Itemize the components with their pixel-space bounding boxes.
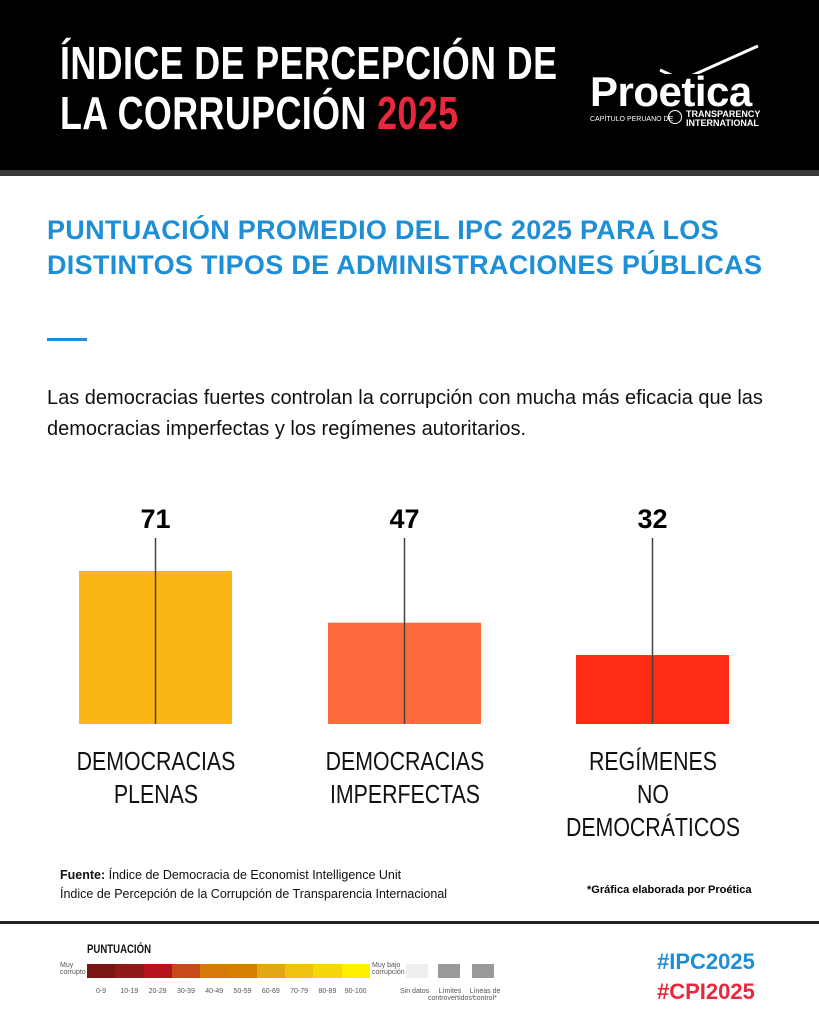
- header-stripe: [0, 170, 819, 176]
- scale-swatch: [313, 964, 342, 978]
- logo-subtitle: CAPÍTULO PERUANO DE: [590, 116, 674, 123]
- category-label-line: DEMOCRACIAS: [76, 746, 235, 776]
- logo-partner: TRANSPARENCY INTERNATIONAL: [686, 109, 761, 128]
- category-label: REGÍMENES NO DEMOCRÁTICOS: [562, 745, 742, 844]
- source: Fuente: Índice de Democracia de Economis…: [60, 866, 447, 904]
- divider: [47, 338, 87, 341]
- bar-value-label: 71: [140, 504, 170, 534]
- title-line-1: ÍNDICE DE PERCEPCIÓN DE: [60, 37, 558, 89]
- scale-swatch: [87, 964, 116, 978]
- scale-swatch: [200, 964, 229, 978]
- source-label: Fuente:: [60, 868, 106, 882]
- source-line-2: Índice de Percepción de la Corrupción de…: [60, 887, 448, 901]
- legend-no-data: Sin datos: [400, 988, 430, 995]
- globe-icon: [668, 110, 682, 124]
- legend-title: PUNTUACIÓN: [87, 942, 151, 956]
- legend-disputed: Límites controvertidos*: [428, 988, 475, 1002]
- category-label: DEMOCRACIAS PLENAS: [65, 745, 245, 811]
- scale-swatch: [171, 964, 201, 978]
- logo-name: Proetica: [590, 68, 752, 115]
- hashtag-ipc[interactable]: #IPC2025: [657, 949, 755, 974]
- scale-range-label: 30-39: [176, 988, 195, 995]
- scale-range-label: 0-9: [95, 988, 107, 995]
- scale-range-label: 90-100: [344, 988, 367, 995]
- bar-value-label: 32: [637, 504, 667, 534]
- category-label-line: PLENAS: [113, 779, 198, 809]
- source-line-1: Índice de Democracia de Economist Intell…: [108, 868, 402, 882]
- scale-range-label: 60-69: [261, 988, 280, 995]
- scale-range-label: 10-19: [120, 988, 139, 995]
- scale-range-label: 80-89: [318, 988, 337, 995]
- category-label-line: IMPERFECTAS: [329, 779, 480, 809]
- category-label: DEMOCRACIAS IMPERFECTAS: [314, 745, 494, 811]
- scale-range-label: 50-59: [233, 988, 252, 995]
- title-year: 2025: [377, 87, 459, 139]
- proetica-logo: Proetica CAPÍTULO PERUANO DE TRANSPARENC…: [590, 44, 770, 134]
- bar-chart: 71 47 32: [79, 504, 729, 724]
- category-label-line: REGÍMENES: [588, 746, 717, 776]
- page-title: ÍNDICE DE PERCEPCIÓN DE LA CORRUPCIÓN 20…: [60, 38, 557, 138]
- legend-control-lines: Líneas de control*: [469, 988, 501, 1002]
- legend-low: Muy corrupto: [60, 962, 86, 976]
- header: ÍNDICE DE PERCEPCIÓN DE LA CORRUPCIÓN 20…: [0, 0, 819, 170]
- footer-divider: [0, 921, 819, 924]
- title-line-2: LA CORRUPCIÓN: [60, 87, 367, 139]
- color-scale: [87, 964, 370, 978]
- scale-swatch: [115, 964, 144, 978]
- legend-high: Muy bajo corrupción: [372, 962, 405, 976]
- hashtags: #IPC2025 #CPI2025: [657, 947, 755, 1007]
- score-legend: PUNTUACIÓN Muy corrupto Muy bajo corrupc…: [60, 940, 510, 1010]
- checkmark-icon: [659, 44, 759, 74]
- scale-range-label: 70-79: [290, 988, 309, 995]
- bar-value-label: 47: [389, 504, 419, 534]
- scale-swatch: [143, 964, 172, 978]
- scale-swatch: [228, 964, 257, 978]
- scale-range-label: 20-29: [148, 988, 167, 995]
- hashtag-cpi[interactable]: #CPI2025: [657, 979, 755, 1004]
- lead-text: Las democracias fuertes controlan la cor…: [47, 387, 763, 440]
- credit: *Gráfica elaborada por Proética: [587, 884, 752, 896]
- scale-swatch: [256, 964, 286, 978]
- scale-swatch: [341, 964, 370, 978]
- chart-subtitle: PUNTUACIÓN PROMEDIO DEL IPC 2025 PARA LO…: [47, 215, 763, 280]
- scale-range-label: 40-49: [205, 988, 224, 995]
- category-label-line: NO DEMOCRÁTICOS: [565, 779, 740, 842]
- category-label-line: DEMOCRACIAS: [325, 746, 484, 776]
- scale-swatch: [285, 964, 314, 978]
